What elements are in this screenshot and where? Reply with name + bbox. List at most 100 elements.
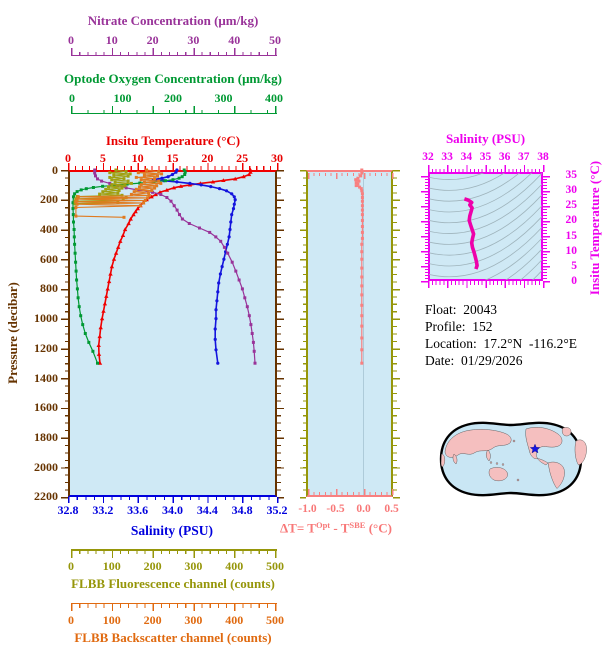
tick-label: 10 — [565, 244, 578, 257]
tick-label: 1200 — [34, 340, 58, 355]
pressure-axis-title: Pressure (decibar) — [5, 282, 20, 384]
tick-label: 5 — [99, 151, 106, 165]
tick-label: 0 — [52, 162, 58, 177]
delta-t-panel — [306, 170, 393, 497]
salinity-minor-ticks — [68, 497, 279, 500]
land-africa-west-edge — [440, 453, 446, 467]
tick-label: 400 — [40, 221, 58, 236]
fluorescence-minor-ticks — [71, 550, 277, 554]
float-info-block: Float: 20043 Profile: 152 Location: 17.2°N… — [425, 301, 577, 369]
backscatter-axis-line — [71, 602, 277, 605]
delta-t-title-sup: Opt — [315, 520, 331, 530]
island-3 — [501, 463, 505, 466]
main-profile-curves — [71, 167, 257, 365]
tick-label: 100 — [102, 612, 121, 627]
tick-label: 5 — [571, 259, 577, 272]
tick-label: 100 — [113, 91, 132, 105]
tick-label: -0.5 — [326, 503, 345, 515]
tick-label: -1.0 — [298, 503, 317, 515]
delta-t-curve — [354, 168, 364, 365]
fluorescence-axis-line — [71, 549, 277, 551]
tick-label: 34.0 — [161, 503, 183, 517]
tick-label: 35 — [565, 169, 578, 181]
tick-label: 2000 — [34, 459, 58, 474]
ts-right-major-ticks — [543, 175, 550, 283]
tick-label: 400 — [265, 91, 283, 105]
tick-label: 1800 — [34, 429, 58, 444]
island-nz — [516, 478, 520, 482]
tick-label: 32.8 — [57, 503, 79, 517]
fluorescence-major-ticks — [71, 550, 277, 558]
land-africa-europe — [574, 439, 587, 466]
tick-label: 38 — [537, 151, 549, 163]
temperature-tick-labels: 0 5 10 15 20 25 30 — [54, 151, 291, 166]
land-eurasia — [444, 429, 512, 458]
tick-label: 2200 — [34, 489, 58, 504]
temperature-minor-ticks — [68, 166, 279, 170]
tick-label: 33.2 — [92, 503, 114, 517]
tick-label: 0 — [68, 559, 74, 573]
tick-label: 1000 — [34, 311, 58, 326]
delta-t-axis-title: ΔT= TOpt - TSBE (°C) — [276, 520, 396, 537]
tick-label: 100 — [102, 559, 121, 573]
land-greenland — [561, 427, 572, 437]
delta-t-top-major-ticks — [307, 172, 394, 179]
tick-label: 25 — [565, 199, 578, 212]
tick-label: 34.8 — [231, 503, 253, 517]
salinity-axis-title: Salinity (PSU) — [130, 523, 214, 538]
tick-label: 50 — [268, 33, 281, 47]
tick-label: 200 — [143, 559, 162, 573]
salinity-major-ticks — [68, 497, 279, 503]
tick-label: 30 — [565, 184, 578, 197]
delta-t-top-minor-ticks — [307, 172, 394, 176]
tick-label: 400 — [225, 559, 244, 573]
oxygen-minor-ticks — [71, 109, 277, 113]
ts-salinity-tick-labels: 32 33 34 35 36 37 38 — [419, 151, 553, 163]
tick-label: 0 — [571, 274, 577, 287]
info-line: Profile: 152 — [425, 319, 493, 334]
tick-label: 10 — [131, 151, 144, 165]
tick-label: 0 — [68, 33, 74, 47]
delta-t-title-part: - T — [330, 520, 350, 536]
nitrate-axis-title: Nitrate Concentration (μm/kg) — [87, 13, 259, 28]
land-seasia — [486, 449, 491, 462]
tick-label: 32 — [422, 151, 434, 163]
tick-label: 35 — [479, 151, 492, 163]
nitrate-axis-line — [71, 54, 277, 57]
delta-t-right-minor-ticks — [393, 170, 397, 499]
pressure-left-minor-ticks — [64, 170, 68, 499]
tick-label: 35.2 — [266, 503, 288, 517]
pressure-right-minor-ticks — [277, 170, 281, 499]
world-map — [439, 421, 587, 497]
tick-label: 37 — [518, 151, 530, 163]
tick-label: 20 — [201, 151, 214, 165]
tick-label: 200 — [143, 612, 162, 627]
tick-label: 0.5 — [384, 503, 399, 515]
ts-left-minor-ticks — [424, 175, 428, 283]
tick-label: 36 — [498, 151, 511, 163]
delta-t-bottom-minor-ticks — [307, 492, 394, 495]
tick-label: 300 — [184, 559, 203, 573]
pressure-right-major-ticks — [277, 170, 284, 499]
tick-label: 34 — [460, 151, 473, 163]
land-australia — [488, 467, 508, 482]
backscatter-minor-ticks — [71, 604, 277, 608]
tick-label: 33.6 — [127, 503, 149, 517]
oxygen-axis-title: Optode Oxygen Concentration (μm/kg) — [64, 71, 282, 86]
tick-label: 20 — [565, 214, 578, 227]
fluorescence-axis-title: FLBB Fluorescence channel (counts) — [71, 576, 275, 591]
delta-t-title-part: ΔT= T — [280, 520, 316, 536]
ts-right-minor-ticks — [543, 175, 547, 283]
tick-label: 500 — [265, 559, 284, 573]
oxygen-axis-line — [71, 112, 277, 115]
tick-label: 15 — [565, 229, 578, 242]
map-landmasses — [440, 427, 587, 489]
tick-label: 20 — [146, 33, 159, 47]
tick-label: 200 — [40, 192, 58, 207]
land-india — [452, 453, 458, 465]
tick-label: 0.0 — [356, 503, 371, 515]
delta-t-title-part: (°C) — [365, 520, 392, 536]
pressure-tick-labels: 0 200 400 600 800 1000 1200 1400 1600 1800 2000 220… — [18, 162, 58, 504]
nitrate-minor-ticks — [71, 51, 277, 55]
ts-temperature-axis-title: Insitu Temperature (°C) — [587, 160, 602, 296]
